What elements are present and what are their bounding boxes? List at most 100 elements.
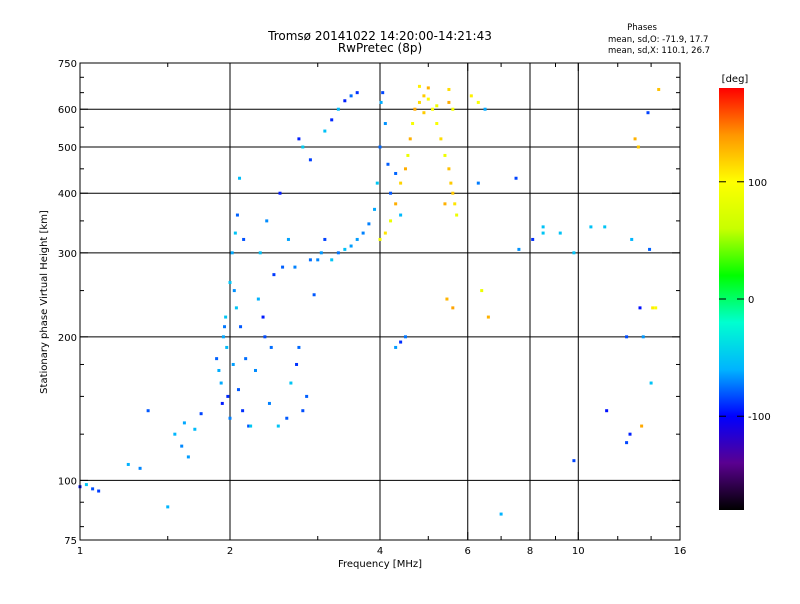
data-point (517, 247, 521, 251)
data-point (261, 315, 265, 319)
data-point (633, 137, 637, 141)
data-point (399, 340, 403, 344)
data-point (603, 225, 607, 229)
x-tick-label: 2 (227, 546, 233, 557)
data-point (228, 416, 232, 420)
x-tick-label: 8 (527, 546, 533, 557)
data-point (235, 213, 239, 217)
data-point (378, 237, 382, 241)
data-point (223, 325, 227, 329)
y-axis: 75 100 200 300 400 500 600 750 (58, 59, 680, 547)
data-point (531, 237, 535, 241)
data-point (146, 409, 150, 413)
x-tick-label: 16 (674, 546, 687, 557)
data-point (383, 122, 387, 126)
y-tick-label: 100 (58, 476, 77, 487)
data-point (305, 394, 309, 398)
data-point (439, 137, 443, 141)
data-point (648, 247, 652, 251)
data-point (330, 258, 334, 262)
data-point (399, 181, 403, 185)
data-point (541, 231, 545, 235)
data-point (451, 107, 455, 111)
data-point (480, 289, 484, 293)
data-points (78, 84, 661, 516)
data-point (234, 306, 238, 310)
data-point (476, 100, 480, 104)
data-point (403, 335, 407, 339)
colorbar-label: [deg] (722, 74, 749, 85)
data-point (476, 181, 480, 185)
data-point (308, 258, 312, 262)
data-point (426, 97, 430, 101)
data-point (267, 401, 271, 405)
data-point (236, 388, 240, 392)
data-point (394, 202, 398, 206)
y-tick-label: 600 (58, 105, 77, 116)
data-point (389, 219, 393, 223)
data-point (435, 104, 439, 108)
data-point (483, 107, 487, 111)
x-tick-label: 10 (572, 546, 585, 557)
data-point (91, 487, 95, 491)
data-point (126, 462, 130, 466)
data-point (293, 265, 297, 269)
data-point (386, 162, 390, 166)
data-point (449, 181, 453, 185)
data-point (343, 247, 347, 251)
data-point (301, 145, 305, 149)
phases-o-stats: mean, sd,O: -71.9, 17.7 (608, 35, 708, 45)
data-point (272, 273, 276, 277)
data-point (215, 357, 219, 361)
data-point (640, 424, 644, 428)
data-point (226, 394, 230, 398)
x-tick-label: 4 (377, 546, 383, 557)
data-point (394, 171, 398, 175)
data-point (269, 345, 273, 349)
data-point (379, 100, 383, 104)
data-point (249, 424, 253, 428)
grid-lines (80, 63, 680, 540)
data-point (469, 94, 473, 98)
data-point (541, 225, 545, 229)
data-point (217, 368, 221, 372)
chart-subtitle: RwPretec (8p) (338, 41, 422, 55)
data-point (230, 251, 234, 255)
data-point (285, 416, 289, 420)
data-point (649, 381, 653, 385)
data-point (443, 153, 447, 157)
phases-x-stats: mean, sd,X: 110.1, 26.7 (608, 46, 710, 56)
data-point (244, 357, 248, 361)
data-point (336, 107, 340, 111)
data-point (589, 225, 593, 229)
data-point (641, 335, 645, 339)
y-tick-label: 75 (64, 536, 77, 547)
colorbar-tick-label: 0 (748, 295, 754, 306)
data-point (319, 251, 323, 255)
data-point (417, 84, 421, 88)
chart-title: Tromsø 20141022 14:20:00-14:21:43 (267, 29, 492, 43)
data-point (394, 345, 398, 349)
data-point (238, 176, 242, 180)
data-point (265, 219, 269, 223)
x-tick-label: 1 (77, 546, 83, 557)
data-point (447, 87, 451, 91)
data-point (455, 213, 459, 217)
data-point (383, 231, 387, 235)
data-point (221, 335, 225, 339)
colorbar-tick-label: -100 (748, 412, 771, 423)
data-point (558, 231, 562, 235)
colorbar: [deg] 100 0 -100 (719, 74, 771, 510)
data-point (367, 222, 371, 226)
data-point (289, 381, 293, 385)
data-point (403, 167, 407, 171)
data-point (422, 94, 426, 98)
data-point (413, 107, 417, 111)
data-point (572, 459, 576, 463)
data-point (228, 280, 232, 284)
data-point (572, 251, 576, 255)
data-point (375, 181, 379, 185)
y-axis-label: Stationary phase Virtual Height [km] (39, 210, 50, 394)
data-point (453, 202, 457, 206)
data-point (373, 207, 377, 211)
